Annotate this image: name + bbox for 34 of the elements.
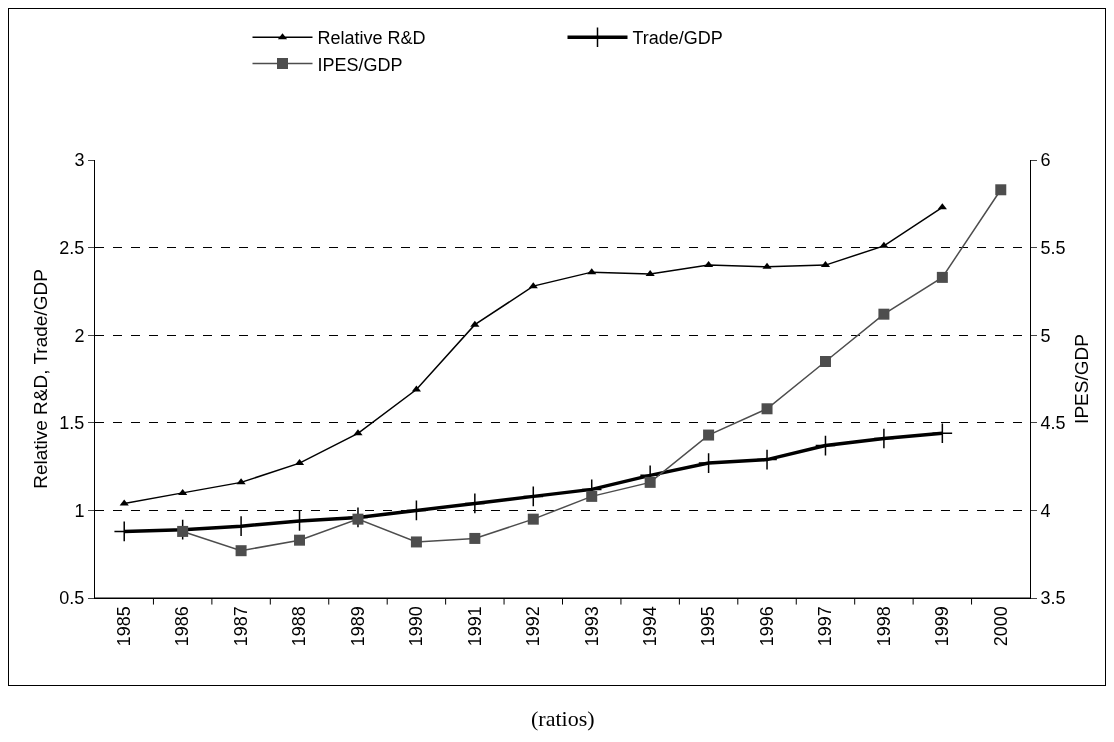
y2-tick-label: 3.5 [1040,588,1066,609]
y2-tick-label: 5.5 [1040,237,1066,258]
x-tick-label: 1989 [347,606,368,647]
y2-tick-label: 5 [1040,325,1051,346]
legend-label: Relative R&D [317,28,426,49]
x-tick-label: 1988 [289,606,310,647]
x-tick-label: 1994 [640,606,661,647]
text: (ratios) [531,706,595,731]
y-tick-label: 1.5 [59,413,85,434]
legend-label: Trade/GDP [632,28,723,49]
y-tick-label: 3 [74,150,85,171]
y-tick-label: 1 [74,500,85,521]
x-tick-label: 1985 [114,606,135,647]
x-tick-label: 1991 [464,606,485,647]
legend-label: IPES/GDP [317,54,403,75]
y2-tick-label: 4.5 [1040,413,1066,434]
y2-axis-title: IPES/GDP [1070,334,1092,424]
x-tick-label: 1999 [932,606,953,647]
y-tick-label: 2.5 [59,237,85,258]
x-tick-label: 1995 [698,606,719,647]
x-tick-label: 1993 [581,606,602,647]
x-tick-label: 1992 [523,606,544,647]
x-tick-label: 1987 [230,606,251,647]
x-tick-label: 1990 [406,606,427,647]
x-tick-label: 1998 [873,606,894,647]
y-tick-label: 2 [74,325,85,346]
y2-tick-label: 6 [1040,150,1051,171]
y-tick-label: 0.5 [59,588,85,609]
y2-tick-label: 4 [1040,500,1051,521]
x-tick-label: 1997 [815,606,836,647]
x-tick-label: 2000 [990,606,1011,647]
x-tick-label: 1986 [172,606,193,647]
x-tick-label: 1996 [756,606,777,647]
y-axis-title: Relative R&D, Trade/GDP [30,269,51,489]
